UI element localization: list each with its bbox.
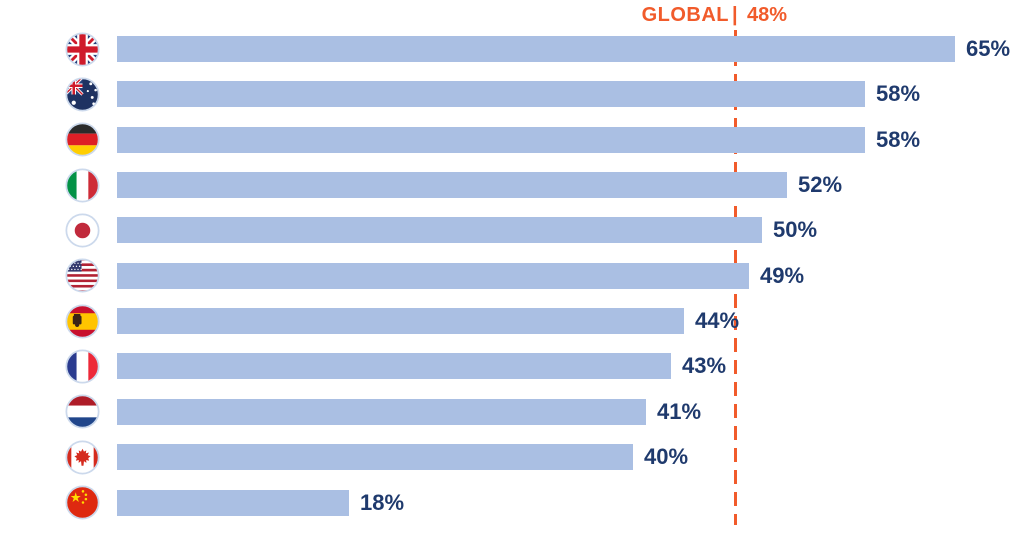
chart-row-germany: 58% <box>0 117 1024 162</box>
bar-france <box>117 353 671 380</box>
bar-united-states <box>117 262 749 289</box>
usa-flag-icon <box>65 258 100 293</box>
uk-flag-icon <box>65 31 100 67</box>
chart-row-australia: 58% <box>0 72 1024 117</box>
global-reference-value: 48% <box>747 4 788 26</box>
bar-japan <box>117 217 762 244</box>
canada-flag-icon <box>65 440 100 475</box>
chart-row-france: 43% <box>0 344 1024 389</box>
global-reference-label: GLOBAL <box>641 4 729 26</box>
germany-flag-icon <box>65 122 100 157</box>
bar-value-label-netherlands: 41% <box>657 398 702 424</box>
bar-value-label-italy: 52% <box>798 172 843 198</box>
bar-united-kingdom <box>117 36 955 62</box>
bar-value-label-united-states: 49% <box>760 262 805 288</box>
bar-value-label-germany: 58% <box>876 126 921 152</box>
chart-row-italy: 52% <box>0 163 1024 208</box>
japan-flag-icon <box>65 213 100 248</box>
bar-value-label-united-kingdom: 65% <box>966 36 1011 61</box>
bar-germany <box>117 126 865 153</box>
chart-row-japan: 50% <box>0 208 1024 253</box>
bar-value-label-spain: 44% <box>695 308 740 334</box>
chart-row-china: 18% <box>0 480 1024 525</box>
bar-spain <box>117 308 684 335</box>
chart-row-canada: 40% <box>0 435 1024 480</box>
china-flag-icon <box>65 485 100 520</box>
bar-value-label-china: 18% <box>360 489 405 515</box>
chart-row-united-states: 49% <box>0 253 1024 298</box>
france-flag-icon <box>65 349 100 384</box>
bar-value-label-canada: 40% <box>644 444 689 470</box>
bar-value-label-australia: 58% <box>876 81 921 107</box>
netherlands-flag-icon <box>65 394 100 429</box>
bar-italy <box>117 172 787 199</box>
australia-flag-icon <box>65 77 100 112</box>
chart-row-netherlands: 41% <box>0 389 1024 434</box>
bar-value-label-japan: 50% <box>773 217 818 243</box>
chart-row-united-kingdom: 65% <box>0 27 1024 72</box>
bar-china <box>117 489 349 516</box>
spain-flag-icon <box>65 304 100 339</box>
chart-row-spain: 44% <box>0 299 1024 344</box>
bar-canada <box>117 444 633 471</box>
bar-australia <box>117 81 865 108</box>
global-reference-separator: | <box>732 4 738 26</box>
bar-value-label-france: 43% <box>682 353 727 379</box>
italy-flag-icon <box>65 168 100 203</box>
bar-netherlands <box>117 398 646 425</box>
